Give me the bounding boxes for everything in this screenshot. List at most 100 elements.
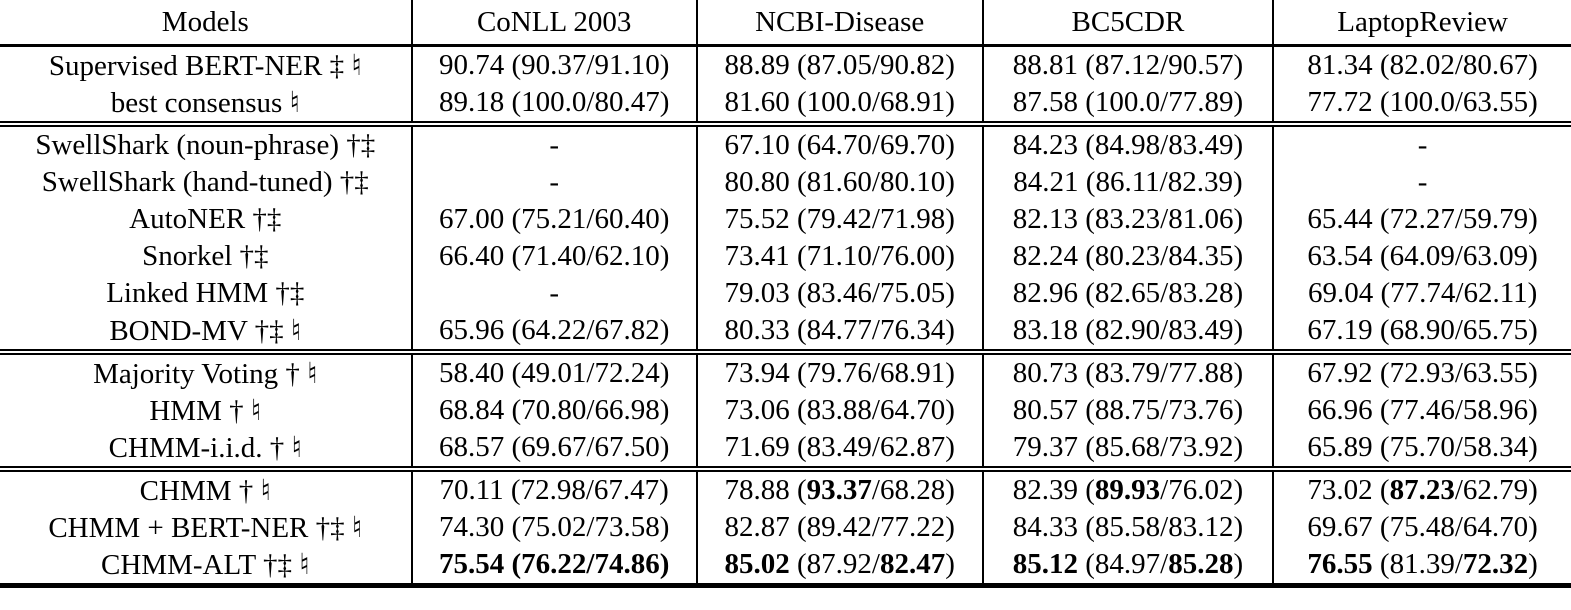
score-cell: 90.74 (90.37/91.10) — [410, 45, 697, 84]
score-text: 63.09 — [1462, 240, 1529, 272]
model-name-cell: BOND-MV †‡ ♮ — [109, 315, 302, 347]
table-row: CHMM + BERT-NER †‡ ♮ 74.30 (75.02/73.58) 8… — [0, 509, 1571, 546]
score-text: / — [1160, 357, 1169, 389]
score-cell: 76.55 (81.39/72.32) — [1272, 546, 1571, 586]
score-text: ( — [1372, 86, 1390, 118]
column-header-bc5cdr: BC5CDR — [981, 0, 1274, 47]
score-cell: 75.52 (79.42/71.98) — [695, 201, 983, 238]
score-text: 79.42 — [806, 203, 872, 235]
score-text: 64.22 — [521, 314, 587, 346]
score-text: ) — [659, 49, 670, 81]
score-text: ( — [1078, 394, 1095, 426]
table-row: SwellShark (noun-phrase) †‡ - 67.10 (64.70… — [0, 127, 1571, 164]
score-text: 69.67 — [1307, 511, 1373, 543]
column-header-conll-2003: CoNLL 2003 — [410, 0, 697, 47]
score-text: 73.92 — [1168, 431, 1234, 463]
score-text: / — [1159, 166, 1168, 198]
score-cell: 82.24 (80.23/84.35) — [981, 238, 1274, 275]
score-text: 83.18 — [1012, 314, 1078, 346]
score-text: / — [871, 203, 880, 235]
score-text: ) — [1233, 548, 1244, 580]
score-cell: 80.57 (88.75/73.76) — [981, 392, 1274, 429]
score-text: 82.24 — [1012, 240, 1078, 272]
score-text: 77.88 — [1168, 357, 1234, 389]
score-text: ( — [1078, 357, 1095, 389]
score-text: ) — [1528, 314, 1538, 346]
score-text: 72.27 — [1389, 203, 1455, 235]
score-text: 76.00 — [879, 240, 946, 272]
score-text: ( — [1078, 240, 1095, 272]
score-text: ) — [945, 86, 955, 118]
score-text: 67.50 — [594, 431, 660, 463]
score-text: 65.75 — [1462, 314, 1529, 346]
score-text: 83.88 — [806, 394, 872, 426]
score-value-bold: 76.22 — [521, 548, 587, 580]
table-row: CHMM-i.i.d. † ♮ 68.57 (69.67/67.50) 71.69 … — [0, 429, 1571, 466]
double-rule — [0, 121, 1571, 127]
score-text: 70.11 — [439, 474, 504, 506]
score-text: 90.37 — [521, 49, 587, 81]
score-text: 89.42 — [806, 511, 872, 543]
score-text: 84.21 — [1013, 166, 1079, 198]
score-cell: 88.89 (87.05/90.82) — [695, 45, 983, 84]
score-text: 80.67 — [1462, 49, 1529, 81]
model-name-cell: Supervised BERT-NER ‡ ♮ — [48, 50, 362, 82]
score-text: 81.60 — [724, 86, 790, 118]
score-text: 82.39 — [1167, 166, 1233, 198]
score-text: ) — [659, 431, 670, 463]
score-text: ( — [1078, 474, 1095, 506]
score-text: ) — [1528, 86, 1538, 118]
score-text: / — [1454, 548, 1463, 580]
score-text: 100.0 — [1094, 86, 1161, 118]
group-divider-cell — [0, 121, 1571, 127]
score-text: 58.34 — [1462, 431, 1529, 463]
score-text: 90.82 — [879, 49, 946, 81]
score-cell: - — [1272, 164, 1571, 201]
score-text: 59.79 — [1462, 203, 1529, 235]
score-cell: 67.92 (72.93/63.55) — [1272, 355, 1571, 392]
score-text: 69.04 — [1307, 277, 1374, 309]
score-text: ( — [1372, 511, 1390, 543]
score-text: 84.33 — [1012, 511, 1078, 543]
score-text: / — [586, 511, 595, 543]
model-name-cell: CHMM + BERT-NER †‡ ♮ — [48, 512, 363, 544]
score-cell: 84.23 (84.98/83.49) — [981, 127, 1274, 164]
score-text: 80.33 — [724, 314, 790, 346]
score-text: 64.70 — [879, 394, 946, 426]
score-text: 80.80 — [724, 166, 790, 198]
score-text: 100.0 — [806, 86, 872, 118]
score-cell: 65.96 (64.22/67.82) — [410, 312, 697, 349]
score-cell: 81.60 (100.0/68.91) — [695, 84, 983, 121]
score-text: ) — [945, 240, 955, 272]
score-text: 60.40 — [594, 203, 660, 235]
column-header-models: Models — [0, 0, 412, 47]
score-text: ( — [1372, 49, 1390, 81]
score-value-bold: 89.93 — [1094, 474, 1161, 506]
score-text: / — [586, 240, 595, 272]
score-text: / — [1454, 431, 1463, 463]
score-text: 67.10 — [724, 129, 790, 161]
score-cell: 69.04 (77.74/62.11) — [1272, 275, 1571, 312]
score-text: 65.96 — [438, 314, 505, 346]
score-text: 64.70 — [1462, 511, 1529, 543]
score-text: 74.30 — [438, 511, 505, 543]
score-text: 82.13 — [1012, 203, 1078, 235]
score-text: / — [1160, 277, 1169, 309]
score-text: 72.98 — [520, 474, 586, 506]
score-text: ( — [1372, 474, 1390, 506]
score-text: ) — [1233, 357, 1244, 389]
score-text: / — [1454, 240, 1463, 272]
score-text: ( — [789, 277, 807, 309]
score-text: 77.46 — [1389, 394, 1455, 426]
score-text: ( — [503, 474, 521, 506]
table-row: Supervised BERT-NER ‡ ♮ 90.74 (90.37/91.1… — [0, 45, 1571, 84]
score-cell: 67.00 (75.21/60.40) — [410, 201, 697, 238]
model-name-cell: CHMM † ♮ — [139, 475, 271, 507]
score-text: - — [1417, 166, 1428, 198]
score-text: 77.74 — [1390, 277, 1456, 309]
score-text: / — [1160, 240, 1169, 272]
score-text: ) — [1232, 166, 1243, 198]
double-rule — [0, 466, 1571, 472]
score-text: 63.55 — [1462, 357, 1529, 389]
score-text: 84.35 — [1168, 240, 1234, 272]
